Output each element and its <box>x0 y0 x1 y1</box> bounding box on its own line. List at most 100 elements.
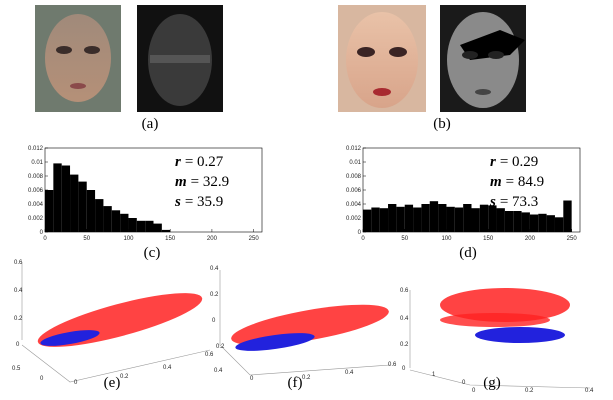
scatter-3d <box>219 270 391 376</box>
y-tick-label: 0.01 <box>349 160 361 166</box>
bar <box>488 205 497 232</box>
bar <box>111 210 121 232</box>
bar <box>546 215 555 232</box>
y-tick-label: 0.008 <box>346 174 362 180</box>
axis-tick-label: 0 <box>40 376 44 382</box>
stat-value: = 32.9 <box>191 174 229 190</box>
panel-label: (a) <box>142 116 159 132</box>
bar <box>61 165 71 232</box>
bar <box>479 204 489 232</box>
depth-image <box>440 5 526 112</box>
stat-symbol: r <box>175 154 181 170</box>
axis-tick-label: 0.4 <box>400 316 409 322</box>
axis-tick-label: 0.2 <box>210 292 219 298</box>
panel-label: (f) <box>288 375 303 391</box>
bar <box>538 213 547 232</box>
bar <box>153 223 162 232</box>
axis-tick-label: 0.5 <box>12 366 21 372</box>
bar <box>145 220 154 232</box>
bar <box>45 190 54 232</box>
x-tick-label: 0 <box>43 236 47 242</box>
axis-tick-label: 0.4 <box>14 288 23 294</box>
panel-label: (e) <box>104 375 121 391</box>
y-tick-label: 0.002 <box>346 216 362 222</box>
bar <box>120 213 129 232</box>
y-tick-label: 0.012 <box>28 146 44 152</box>
scatter-3d <box>409 288 591 389</box>
y-tick-label: 0.002 <box>28 216 44 222</box>
axis-tick-label: 1 <box>432 372 436 378</box>
axis-tick-label: 0.4 <box>585 388 594 394</box>
bar <box>471 208 480 232</box>
bar <box>404 204 414 232</box>
x-tick-label: 250 <box>567 236 578 242</box>
panel-label: (d) <box>459 245 477 261</box>
axis-tick-label: 0.6 <box>388 362 397 368</box>
bar <box>53 163 62 232</box>
face-photo <box>35 5 121 112</box>
bar <box>529 214 539 232</box>
axis-tick-label: 0 <box>74 380 78 386</box>
x-tick-label: 50 <box>83 236 90 242</box>
axis-tick-label: 0 <box>250 376 254 382</box>
bar <box>363 209 372 232</box>
y-tick-label: 0.006 <box>346 188 362 194</box>
bar <box>161 229 171 232</box>
axis-tick-label: 0 <box>16 342 20 348</box>
bar <box>554 217 564 232</box>
axis-tick-label: 0.6 <box>400 288 409 294</box>
bar <box>78 181 87 232</box>
bar <box>454 207 464 232</box>
bar <box>463 204 472 232</box>
bar <box>563 200 572 232</box>
axis-tick-label: 0.4 <box>210 266 219 272</box>
stat-value: = 73.3 <box>500 194 538 210</box>
bar <box>95 199 104 232</box>
face-photo <box>338 5 426 112</box>
bar <box>504 211 514 232</box>
panel-label: (c) <box>144 245 161 261</box>
stat-annotation: m = 32.9 <box>175 174 229 190</box>
x-tick-label: 100 <box>123 236 134 242</box>
stat-annotation: m = 84.9 <box>490 174 544 190</box>
y-tick-label: 0.012 <box>346 146 362 152</box>
axis-tick-label: 0.4 <box>345 370 354 376</box>
bar <box>396 206 405 232</box>
x-tick-label: 150 <box>165 236 176 242</box>
x-tick-label: 50 <box>401 236 408 242</box>
y-tick-label: 0.006 <box>28 188 44 194</box>
axis-tick-label: 0 <box>212 318 216 324</box>
bar <box>128 218 137 232</box>
bar <box>521 212 530 232</box>
x-tick-label: 0 <box>361 236 365 242</box>
x-tick-label: 150 <box>483 236 494 242</box>
y-tick-label: 0.004 <box>346 202 362 208</box>
x-tick-label: 200 <box>207 236 218 242</box>
bar <box>421 204 430 232</box>
bar <box>388 204 397 232</box>
y-tick-label: 0.008 <box>28 174 44 180</box>
bar <box>136 220 146 232</box>
x-tick-label: 250 <box>249 236 260 242</box>
bar <box>446 206 455 232</box>
x-tick-label: 100 <box>441 236 452 242</box>
stat-symbol: r <box>490 154 496 170</box>
stat-annotation: s = 35.9 <box>174 194 223 210</box>
y-tick-label: 0.004 <box>28 202 44 208</box>
y-tick-label: 0.01 <box>31 160 43 166</box>
stat-symbol: s <box>489 194 496 210</box>
stat-value: = 0.29 <box>500 154 538 170</box>
axis-tick-label: 0.4 <box>214 368 223 374</box>
bar <box>70 174 79 232</box>
stat-annotation: r = 0.29 <box>490 154 538 170</box>
stat-annotation: r = 0.27 <box>175 154 224 170</box>
stat-annotation: s = 73.3 <box>489 194 538 210</box>
axis-tick-label: 0 <box>472 388 476 394</box>
axis-tick-label: 0.2 <box>120 374 129 380</box>
y-tick-label: 0 <box>358 230 362 236</box>
bar <box>371 207 380 232</box>
axis-tick-label: 0.2 <box>302 375 311 381</box>
stat-symbol: s <box>174 194 181 210</box>
bar <box>379 208 389 232</box>
